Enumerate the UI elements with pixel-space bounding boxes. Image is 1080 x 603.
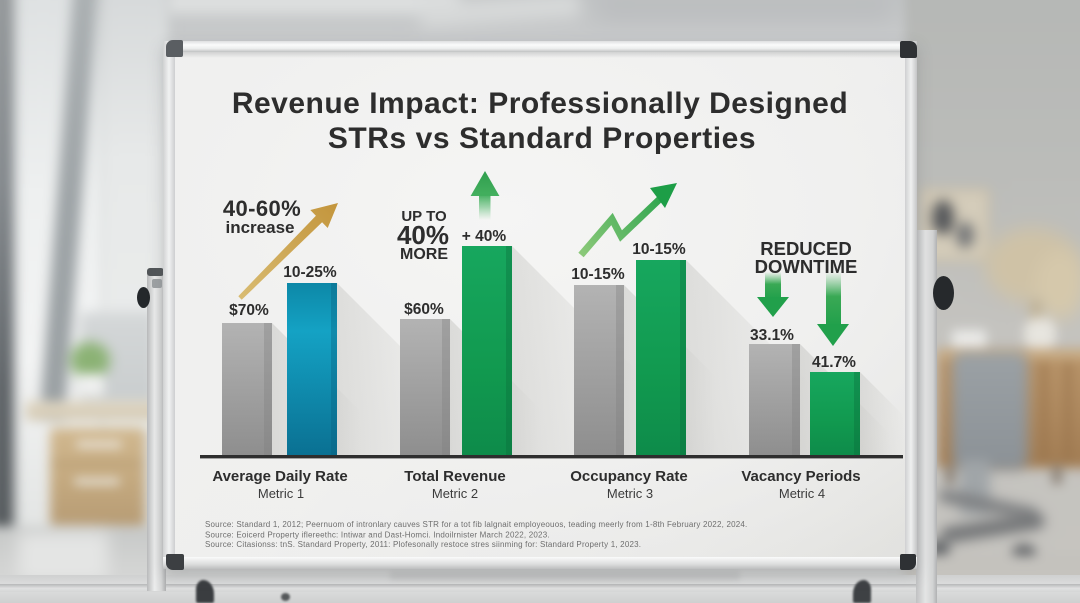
- svg-text:Occupancy Rate: Occupancy Rate: [570, 468, 688, 485]
- svg-text:MORE: MORE: [400, 246, 448, 263]
- svg-text:40%: 40%: [397, 220, 449, 250]
- svg-text:10-15%: 10-15%: [571, 266, 625, 283]
- svg-text:33.1%: 33.1%: [750, 327, 794, 344]
- svg-text:$60%: $60%: [404, 301, 444, 318]
- svg-text:Metric 2: Metric 2: [432, 486, 478, 501]
- svg-text:Source: Standard 1, 2012; Peer: Source: Standard 1, 2012; Peernuom of in…: [205, 520, 747, 529]
- svg-text:REDUCED: REDUCED: [760, 238, 851, 259]
- svg-text:DOWNTIME: DOWNTIME: [755, 256, 858, 277]
- svg-text:Total Revenue: Total Revenue: [404, 468, 505, 485]
- svg-text:40-60%: 40-60%: [223, 196, 301, 221]
- svg-text:Metric 1: Metric 1: [258, 486, 304, 501]
- svg-text:Metric 3: Metric 3: [607, 486, 653, 501]
- svg-text:increase: increase: [226, 218, 295, 237]
- svg-text:Revenue Impact: Professionally: Revenue Impact: Professionally Designed: [232, 87, 848, 120]
- svg-text:10-25%: 10-25%: [283, 264, 337, 281]
- svg-text:Average Daily Rate: Average Daily Rate: [212, 468, 347, 485]
- svg-text:Metric 4: Metric 4: [779, 486, 825, 501]
- svg-text:$70%: $70%: [229, 302, 269, 319]
- svg-text:10-15%: 10-15%: [632, 241, 686, 258]
- svg-text:+ 40%: + 40%: [462, 228, 507, 245]
- svg-text:UP TO: UP TO: [401, 208, 447, 225]
- svg-text:Source: Citasionss: tnS. Stand: Source: Citasionss: tnS. Standard Proper…: [205, 540, 641, 549]
- svg-text:41.7%: 41.7%: [812, 354, 856, 371]
- svg-text:Vacancy Periods: Vacancy Periods: [741, 468, 860, 485]
- svg-text:Source: Eoicerd Property ifler: Source: Eoicerd Property iflereethc: Int…: [205, 531, 550, 540]
- svg-text:STRs vs Standard Properties: STRs vs Standard Properties: [328, 122, 756, 155]
